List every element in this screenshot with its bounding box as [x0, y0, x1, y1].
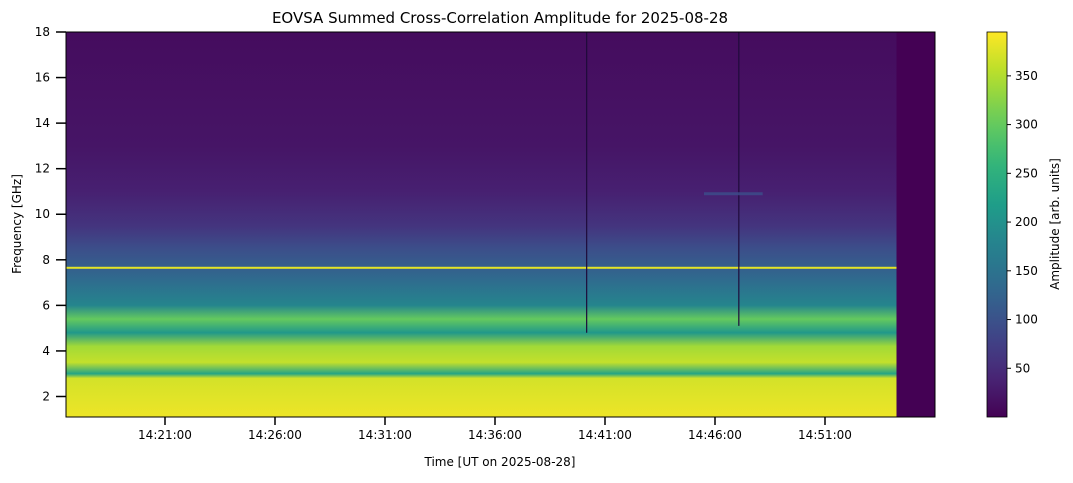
y-tick-label: 12 [35, 162, 50, 176]
x-tick-label: 14:36:00 [468, 428, 522, 442]
y-tick-label: 14 [35, 116, 50, 130]
emission-feature [704, 192, 763, 196]
heatmap-fill [66, 32, 897, 417]
colorbar-tick-label: 350 [1015, 69, 1038, 83]
x-tick-label: 14:46:00 [688, 428, 742, 442]
y-axis-label: Frequency [GHz] [10, 174, 24, 274]
colorbar-tick-label: 300 [1015, 118, 1038, 132]
x-axis: 14:21:00 14:26:00 14:31:00 14:36:00 14:41:00… [138, 417, 852, 442]
x-tick-label: 14:41:00 [578, 428, 632, 442]
colorbar-tick-label: 250 [1015, 166, 1038, 180]
y-axis: 2 4 6 8 10 12 14 16 18 [35, 25, 66, 403]
colorbar-tick-label: 100 [1015, 313, 1038, 327]
y-tick-label: 6 [42, 298, 50, 312]
colorbar-tick-label: 50 [1015, 361, 1030, 375]
bright-line [66, 266, 897, 269]
y-tick-label: 2 [42, 389, 50, 403]
x-tick-label: 14:26:00 [248, 428, 302, 442]
y-tick-label: 16 [35, 71, 50, 85]
colorbar-frame [986, 31, 1008, 418]
colorbar: 50 100 150 200 250 300 350 Amplitude [arb. uni… [986, 31, 1062, 418]
y-tick-label: 8 [42, 253, 50, 267]
x-tick-label: 14:21:00 [138, 428, 192, 442]
plot-area [66, 32, 935, 417]
colorbar-label: Amplitude [arb. units] [1048, 158, 1062, 290]
colorbar-tick-label: 200 [1015, 215, 1038, 229]
x-tick-label: 14:31:00 [358, 428, 412, 442]
x-tick-label: 14:51:00 [798, 428, 852, 442]
heatmap-lines [66, 32, 897, 333]
y-tick-label: 4 [42, 344, 50, 358]
colorbar-tick-label: 150 [1015, 264, 1038, 278]
plot-frame [65, 31, 936, 418]
chart-title: EOVSA Summed Cross-Correlation Amplitude… [272, 9, 728, 27]
colorbar-gradient [987, 32, 1007, 417]
y-tick-label: 10 [35, 207, 50, 221]
colorbar-ticks: 50 100 150 200 250 300 350 [1007, 69, 1038, 375]
y-tick-label: 18 [35, 25, 50, 39]
x-axis-label: Time [UT on 2025-08-28] [424, 455, 576, 469]
